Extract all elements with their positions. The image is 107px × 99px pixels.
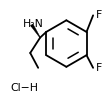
- Text: H₂N: H₂N: [23, 19, 44, 29]
- Text: F: F: [96, 10, 102, 20]
- Text: F: F: [96, 63, 102, 73]
- Polygon shape: [30, 24, 40, 38]
- Text: Cl−H: Cl−H: [10, 83, 38, 93]
